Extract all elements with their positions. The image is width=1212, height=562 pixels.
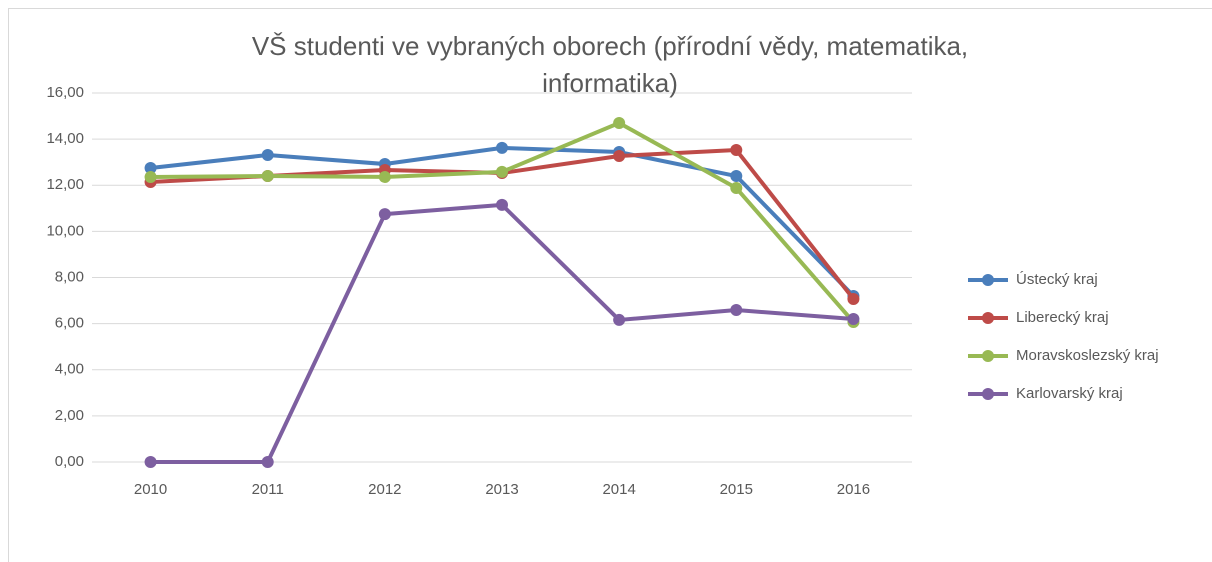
data-point — [144, 456, 157, 468]
data-point — [496, 141, 508, 154]
series-line — [150, 202, 854, 464]
data-point — [730, 304, 743, 317]
data-point — [730, 182, 743, 195]
x-tick-label: 2013 — [485, 481, 518, 498]
y-tick-label: 10,00 — [46, 222, 84, 239]
chart-border — [8, 8, 1212, 562]
data-point — [613, 149, 626, 162]
x-tick-label: 2015 — [720, 481, 753, 498]
data-point — [730, 170, 743, 183]
legend-label: Karlovarský kraj — [1016, 385, 1123, 402]
data-point — [847, 313, 860, 326]
chart-title: VŠ studenti ve vybraných oborech (přírod… — [251, 31, 969, 98]
data-point — [496, 198, 508, 211]
legend-marker — [982, 388, 994, 400]
data-point — [847, 292, 860, 305]
y-tick-label: 0,00 — [55, 453, 84, 470]
legend-marker — [982, 312, 994, 324]
data-point — [378, 170, 391, 183]
legend-marker — [982, 350, 994, 362]
x-tick-label: 2010 — [134, 481, 167, 498]
legend-label: Liberecký kraj — [1016, 309, 1109, 326]
data-point — [496, 165, 508, 178]
y-tick-label: 2,00 — [55, 407, 84, 424]
data-point — [378, 208, 391, 221]
legend-marker — [982, 274, 994, 286]
x-tick-label: 2016 — [837, 481, 870, 498]
y-tick-label: 4,00 — [55, 361, 84, 378]
y-tick-label: 16,00 — [46, 84, 84, 101]
data-point — [144, 170, 157, 183]
data-point — [261, 170, 274, 183]
x-tick-label: 2012 — [368, 481, 401, 498]
data-point — [261, 456, 274, 468]
y-tick-label: 6,00 — [55, 315, 84, 332]
data-point — [613, 116, 626, 129]
data-point — [261, 149, 274, 162]
data-point — [144, 161, 157, 174]
y-tick-label: 14,00 — [46, 130, 84, 147]
data-point — [613, 313, 626, 326]
x-tick-label: 2014 — [602, 481, 635, 498]
y-tick-label: 8,00 — [55, 268, 84, 285]
x-tick-label: 2011 — [252, 481, 284, 498]
data-point — [730, 143, 743, 156]
legend-label: Ústecký kraj — [1016, 271, 1098, 288]
legend-label: Moravskoslezský kraj — [1016, 347, 1159, 364]
y-tick-label: 12,00 — [46, 176, 84, 193]
